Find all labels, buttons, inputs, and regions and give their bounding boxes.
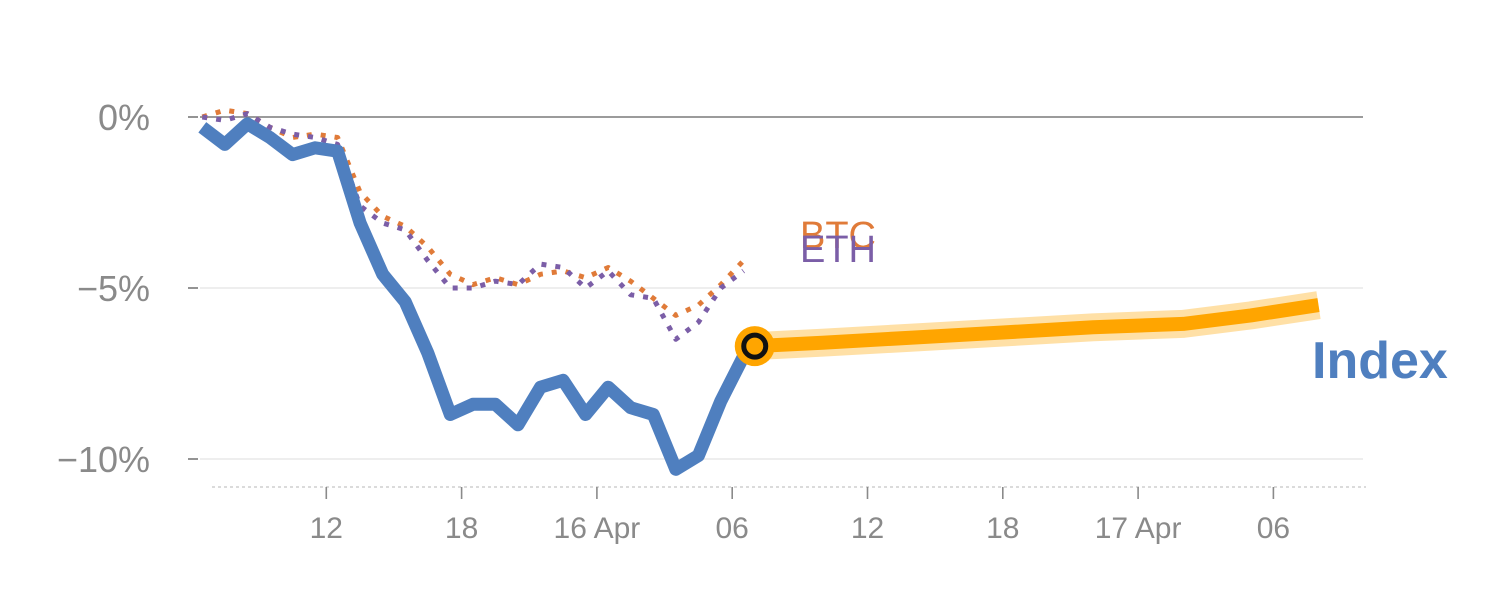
- forecast-line: [754, 298, 1320, 354]
- series-label-index: Index: [1312, 332, 1448, 390]
- series-label-btc: BTC: [800, 215, 876, 257]
- x-tick-label: 16 Apr: [554, 512, 641, 545]
- y-tick-label: −10%: [57, 439, 150, 480]
- y-tick-label: −5%: [77, 268, 150, 309]
- x-tick-label: 18: [445, 512, 478, 545]
- marker-layer: [734, 326, 775, 367]
- current-point-halo: [734, 326, 775, 367]
- series-layer: [198, 107, 760, 476]
- series-label-eth: ETH: [800, 229, 876, 271]
- y-tick-label: 0%: [98, 97, 150, 138]
- current-point-marker: [741, 332, 769, 360]
- forecast-layer: [754, 291, 1321, 361]
- x-tick-label: 06: [716, 512, 749, 545]
- x-tick-label: 17 Apr: [1095, 512, 1182, 545]
- x-tick-label: 06: [1257, 512, 1290, 545]
- x-tick-label: 18: [986, 512, 1019, 545]
- x-tick-label: 12: [851, 512, 884, 545]
- series-line-index: [198, 117, 760, 476]
- x-tick-label: 12: [310, 512, 343, 545]
- grid: [200, 116, 1363, 460]
- y-axis: 0% −5% −10%: [57, 97, 198, 480]
- series-line-btc: [201, 107, 746, 318]
- x-axis: 12 18 16 Apr 06 12 18 17 Apr 06: [212, 486, 1366, 545]
